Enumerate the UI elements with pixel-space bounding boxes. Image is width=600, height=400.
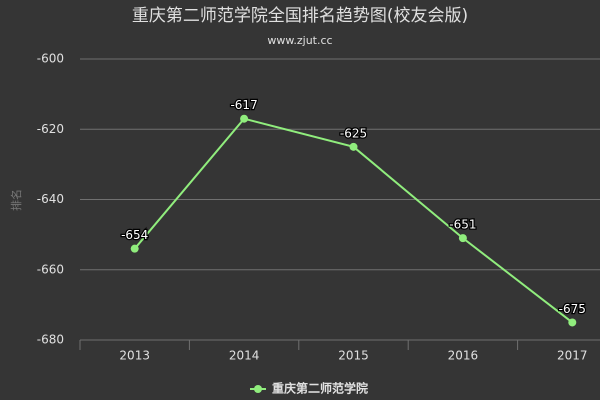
- y-tick-label: -620: [37, 122, 64, 136]
- x-tick-label: 2014: [229, 349, 260, 363]
- point: [130, 244, 139, 253]
- x-tick-label: 2017: [557, 349, 588, 363]
- chart-title: 重庆第二师范学院全国排名趋势图(校友会版): [132, 6, 468, 26]
- data-label: -675: [559, 302, 586, 316]
- legend-marker: [254, 385, 262, 393]
- data-label: -617: [230, 98, 257, 112]
- y-tick-label: -640: [37, 192, 64, 206]
- y-tick-label: -660: [37, 262, 64, 276]
- chart-subtitle: www.zjut.cc: [267, 34, 332, 47]
- x-tick-label: 2015: [338, 349, 369, 363]
- point: [458, 234, 467, 243]
- y-tick-label: -600: [37, 52, 64, 66]
- x-tick-label: 2016: [448, 349, 479, 363]
- point: [349, 142, 358, 151]
- data-label: -625: [340, 126, 367, 140]
- point: [568, 318, 577, 327]
- data-label: -654: [121, 228, 148, 242]
- point: [240, 114, 249, 123]
- y-axis-label: 排名: [9, 189, 23, 211]
- y-tick-label: -680: [37, 333, 64, 347]
- data-label: -651: [449, 218, 476, 232]
- legend-label: 重庆第二师范学院: [272, 381, 368, 396]
- x-tick-label: 2013: [119, 349, 150, 363]
